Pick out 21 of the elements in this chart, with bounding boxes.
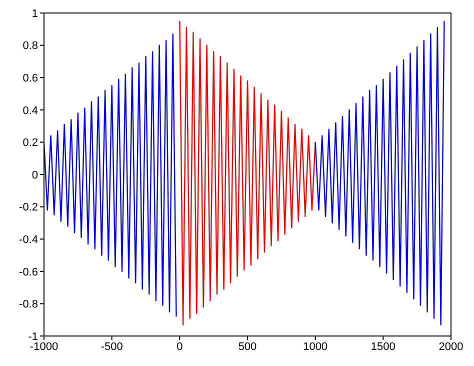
y-tick-label: 0.4 — [22, 104, 38, 117]
y-tick-label: 0 — [32, 169, 38, 182]
x-tick-label: 500 — [238, 340, 257, 353]
y-tick-label: -0.8 — [19, 298, 38, 311]
line-series — [44, 33, 177, 318]
y-tick-label: -0.4 — [19, 234, 38, 246]
y-tick-label: 0.2 — [22, 137, 38, 150]
y-tick-label: -0.6 — [19, 266, 38, 278]
y-tick-label: -0.2 — [19, 202, 38, 214]
x-tick-label: 1500 — [370, 340, 396, 353]
line-series — [179, 20, 316, 326]
x-tick-label: 0 — [176, 340, 183, 353]
x-tick-label: -1000 — [30, 340, 58, 353]
y-tick-label: 1 — [32, 8, 38, 20]
x-tick-label: 1000 — [303, 340, 328, 353]
x-tick-label: 2000 — [438, 340, 464, 353]
line-series — [314, 20, 445, 326]
y-tick-label: -1 — [28, 330, 38, 343]
y-tick-label: 0.8 — [22, 40, 38, 52]
x-tick-label: -500 — [100, 340, 123, 353]
y-tick-label: 0.6 — [22, 72, 38, 85]
